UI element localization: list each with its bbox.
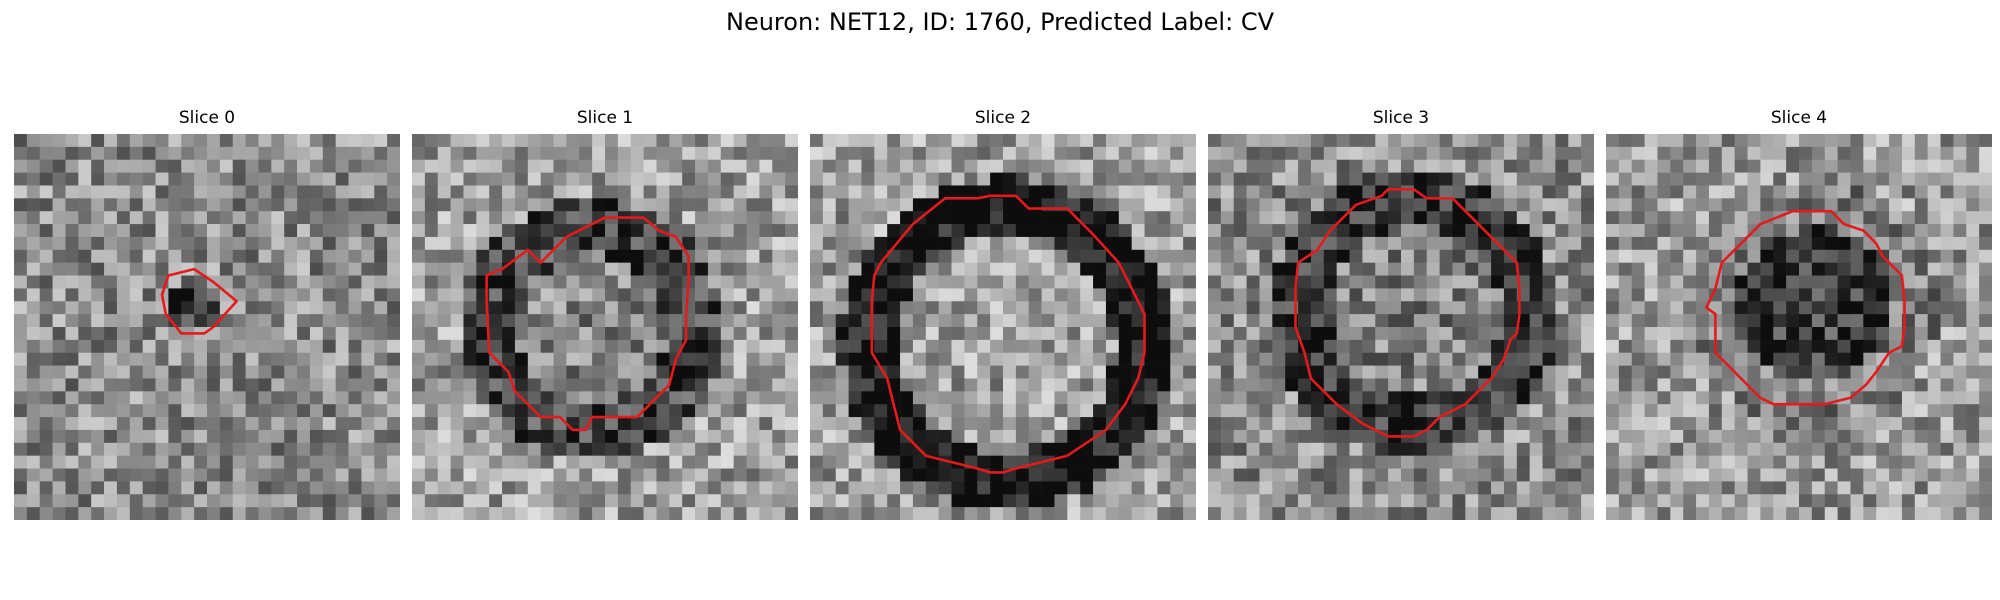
figure-title: Neuron: NET12, ID: 1760, Predicted Label… (726, 8, 1274, 36)
pixel-grid (412, 134, 798, 520)
slice-image (1606, 134, 1992, 520)
segmentation-contour (485, 216, 690, 432)
pixel-grid (1208, 134, 1594, 520)
segmentation-contour (1705, 209, 1906, 406)
slice-image (810, 134, 1196, 520)
slice-image (14, 134, 400, 520)
slice-image (412, 134, 798, 520)
slice-title: Slice 1 (576, 108, 634, 128)
slice-title: Slice 4 (1770, 108, 1828, 128)
slice-title: Slice 3 (1372, 108, 1430, 128)
slice-title: Slice 0 (178, 108, 236, 128)
pixel-grid (14, 134, 400, 520)
pixel-grid (810, 134, 1196, 520)
segmentation-contour (1294, 187, 1521, 438)
pixel-grid (1606, 134, 1992, 520)
segmentation-contour (160, 267, 238, 335)
segmentation-contour (870, 194, 1146, 474)
slice-title: Slice 2 (974, 108, 1032, 128)
slice-image (1208, 134, 1594, 520)
